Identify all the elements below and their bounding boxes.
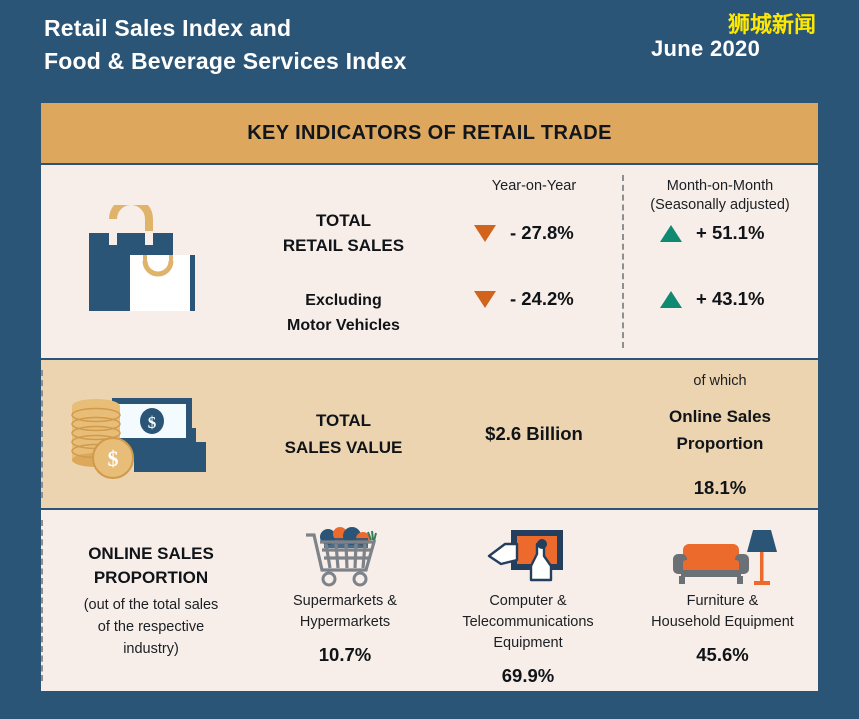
month-on-month-column: Month-on-Month (Seasonally adjusted) + 5… (622, 165, 818, 358)
supermarkets-cell: Supermarkets & Hypermarkets 10.7% (261, 510, 429, 691)
shopping-bag-icon (89, 204, 195, 311)
supermarkets-label: Supermarkets & Hypermarkets (293, 591, 397, 633)
card-header-band: KEY INDICATORS OF RETAIL TRADE (41, 103, 818, 163)
year-on-year-header: Year-on-Year (491, 178, 577, 194)
page-title-line-2: Food & Beverage Services Index (44, 48, 407, 74)
excluding-label-l1: Excluding (305, 291, 382, 309)
money-icon: $ $ (71, 398, 206, 479)
month-on-month-header-l2: (Seasonally adjusted) (650, 197, 790, 213)
banknotes: $ (112, 398, 206, 472)
total-sales-value-row: $ $ (41, 360, 818, 508)
furniture-household-cell: Furniture & Household Equipment 45.6% (41, 510, 818, 691)
total-retail-sales-label: TOTAL RETAIL SALES (283, 208, 404, 258)
computer-telecom-label-l2: Telecommunications (462, 614, 594, 630)
shopping-cart-icon-wrap (302, 526, 388, 588)
online-proportion-heading-cell: ONLINE SALES PROPORTION (out of the tota… (41, 510, 261, 691)
watermark-text: 狮城新闻 (728, 12, 817, 37)
online-proportion-row: ONLINE SALES PROPORTION (out of the tota… (41, 510, 818, 691)
online-proportion-title-l2: PROPORTION (93, 567, 209, 587)
furniture-household-pct: 45.6% (696, 644, 749, 665)
online-proportion-title-l1: ONLINE SALES (88, 543, 214, 563)
of-which-label: of which (693, 373, 747, 389)
coin-stack: $ (71, 399, 134, 479)
report-date: June 2020 (651, 36, 761, 61)
total-sales-value-label: TOTAL SALES VALUE (241, 360, 446, 508)
total-sales-value-amount: $2.6 Billion (485, 423, 583, 444)
computer-telecom-label-l1: Computer & (489, 593, 567, 609)
excluding-label-l2: Motor Vehicles (287, 316, 400, 334)
retail-sales-labels: TOTAL RETAIL SALES Excluding Motor Vehic… (241, 165, 446, 358)
computer-touchscreen-icon (487, 530, 563, 582)
computer-telecom-label: Computer & Telecommunications Equipment (462, 591, 593, 654)
mom-excluding-value: + 43.1% (696, 288, 765, 309)
page-title: Retail Sales Index and Food & Beverage S… (44, 12, 407, 78)
online-sales-label-l1: Online Sales (668, 407, 772, 426)
furniture-household-label: Furniture & Household Equipment (651, 591, 794, 633)
month-on-month-header: Month-on-Month (Seasonally adjusted) (650, 177, 789, 215)
retail-sales-row: TOTAL RETAIL SALES Excluding Motor Vehic… (41, 165, 818, 358)
online-sales-proportion-label: Online Sales Proportion (669, 403, 771, 457)
online-sales-label-l2: Proportion (676, 434, 764, 453)
supermarkets-pct: 10.7% (318, 644, 372, 665)
svg-text:$: $ (108, 446, 119, 471)
total-retail-sales-label-l1: TOTAL (315, 210, 372, 230)
online-proportion-title: ONLINE SALES PROPORTION (88, 542, 214, 590)
total-sales-value-label-l2: SALES VALUE (284, 438, 403, 457)
key-indicators-card: KEY INDICATORS OF RETAIL TRADE TOTAL RET… (41, 103, 818, 691)
online-proportion-subtitle-l2: of the respective (97, 618, 205, 635)
divider-band-row1 (41, 163, 818, 165)
furniture-household-label-l1: Furniture & (686, 593, 759, 609)
floor-lamp (746, 530, 777, 585)
online-proportion-subtitle: (out of the total sales of the respectiv… (84, 594, 219, 660)
mom-total-value: + 51.1% (696, 222, 765, 243)
total-retail-sales-label-l2: RETAIL SALES (282, 235, 405, 255)
computer-telecom-pct: 69.9% (501, 665, 555, 686)
year-on-year-column: Year-on-Year - 27.8% - 24.2% (446, 165, 622, 358)
online-sales-proportion-cell: of which Online Sales Proportion 18.1% (41, 360, 818, 508)
triangle-down-icon (474, 290, 496, 308)
cart-groceries (320, 527, 377, 548)
month-on-month-header-l1: Month-on-Month (666, 178, 774, 194)
money-icon-cell: $ $ (41, 360, 241, 508)
shopping-cart-icon (306, 527, 377, 587)
divider-row1-row2 (41, 358, 818, 360)
mom-excluding-value-row: + 43.1% (622, 288, 818, 310)
online-sales-proportion-value: 18.1% (693, 477, 747, 498)
svg-text:$: $ (148, 413, 157, 432)
row3-dashed-divider-right (41, 520, 43, 681)
yoy-excluding-value-row: - 24.2% (446, 288, 622, 310)
page-title-line-1: Retail Sales Index and (44, 15, 292, 41)
furniture-icon-wrap (667, 526, 779, 588)
online-proportion-subtitle-l1: (out of the total sales (83, 596, 219, 613)
yoy-total-value: - 27.8% (510, 222, 574, 243)
mom-total-value-row: + 51.1% (622, 222, 818, 244)
triangle-down-icon (474, 224, 496, 242)
sofa (672, 544, 749, 584)
shopping-bag-icon-cell (41, 165, 241, 358)
online-proportion-subtitle-l3: industry) (123, 640, 179, 657)
divider-row2-row3 (41, 508, 818, 510)
computer-telecom-cell: Computer & Telecommunications Equipment … (41, 510, 627, 691)
furniture-household-label-l2: Household Equipment (651, 614, 794, 630)
triangle-up-icon (660, 290, 682, 308)
computer-icon-wrap (487, 526, 569, 588)
sofa-lamp-icon (672, 530, 777, 585)
cart-frame (306, 533, 377, 572)
supermarkets-label-l2: Hypermarkets (299, 614, 391, 630)
row2-dashed-divider (41, 370, 43, 498)
total-sales-value-label-l1: TOTAL (315, 411, 372, 430)
yoy-excluding-value: - 24.2% (510, 288, 574, 309)
triangle-up-icon (660, 224, 682, 242)
computer-telecom-label-l3: Equipment (493, 635, 563, 651)
excluding-motor-vehicles-label: Excluding Motor Vehicles (287, 288, 400, 338)
row1-dashed-divider (622, 175, 624, 348)
supermarkets-label-l1: Supermarkets & (293, 593, 397, 609)
page-header: Retail Sales Index and Food & Beverage S… (0, 0, 859, 103)
card-header-title: KEY INDICATORS OF RETAIL TRADE (247, 121, 612, 144)
yoy-total-value-row: - 27.8% (446, 222, 622, 244)
